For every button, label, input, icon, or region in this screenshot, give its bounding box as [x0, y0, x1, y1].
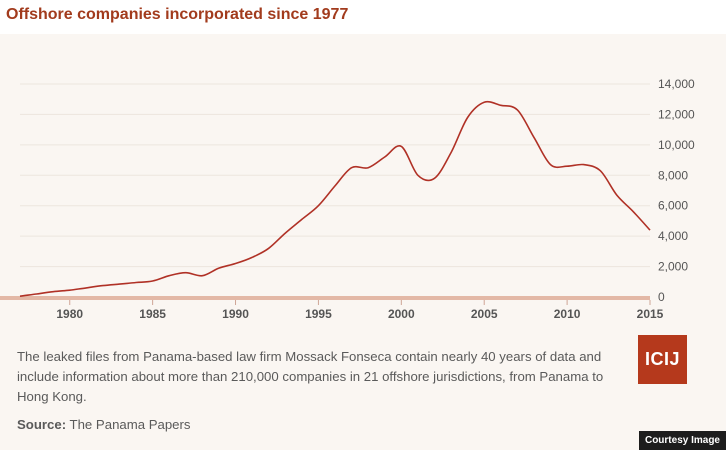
y-tick-label: 14,000 — [658, 77, 695, 91]
page-title: Offshore companies incorporated since 19… — [6, 6, 349, 23]
x-tick-label: 2000 — [388, 307, 415, 321]
y-tick-label: 6,000 — [658, 199, 688, 213]
line-chart: 0 2,000 4,000 6,000 8,000 10,000 12,000 14,000 1… — [0, 77, 695, 321]
chart-caption: The leaked files from Panama-based law f… — [17, 349, 604, 404]
y-tick-label: 8,000 — [658, 168, 688, 182]
x-tick-label: 1995 — [305, 307, 332, 321]
source-label: Source: — [17, 417, 67, 432]
courtesy-badge: Courtesy Image — [638, 431, 726, 450]
x-tick-label: 1980 — [56, 307, 83, 321]
x-tick-label: 2010 — [554, 307, 581, 321]
y-tick-label: 0 — [658, 290, 665, 304]
y-tick-label: 4,000 — [658, 229, 688, 243]
x-tick-label: 2015 — [637, 307, 664, 321]
y-tick-label: 12,000 — [658, 107, 695, 121]
series-line — [19, 100, 651, 297]
chart-card: 0 2,000 4,000 6,000 8,000 10,000 12,000 14,000 1… — [0, 34, 726, 450]
y-tick-label: 2,000 — [658, 260, 688, 274]
x-tick-label: 1990 — [222, 307, 249, 321]
icij-logo[interactable]: ICIJ — [638, 335, 687, 384]
source-line: Source: The Panama Papers — [17, 417, 191, 432]
y-tick-label: 10,000 — [658, 138, 695, 152]
source-text: The Panama Papers — [69, 417, 191, 432]
x-tick-label: 2005 — [471, 307, 498, 321]
x-tick-label: 1985 — [139, 307, 166, 321]
